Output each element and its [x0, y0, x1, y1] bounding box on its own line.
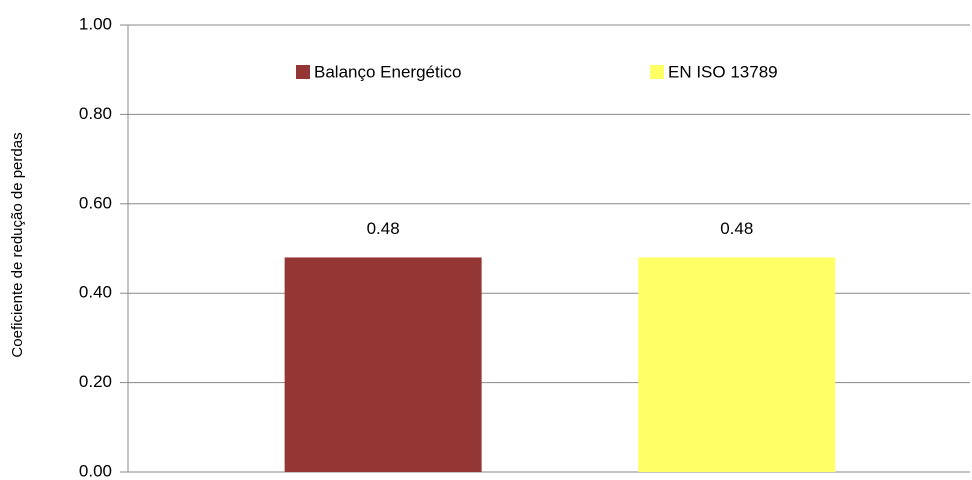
legend-swatch	[650, 65, 664, 79]
data-label: 0.48	[367, 219, 400, 238]
y-axis-label: Coeficiente de redução de perdas	[9, 132, 26, 357]
legend-swatch	[296, 65, 310, 79]
legend-label: EN ISO 13789	[668, 62, 778, 81]
y-tick-label: 0.40	[79, 283, 112, 302]
y-tick-label: 1.00	[79, 14, 112, 33]
data-label: 0.48	[720, 219, 753, 238]
y-tick-label: 0.60	[79, 193, 112, 212]
legend-label: Balanço Energético	[314, 62, 461, 81]
y-tick-label: 0.20	[79, 372, 112, 391]
bar	[638, 257, 836, 472]
bar	[284, 257, 482, 472]
y-tick-label: 0.80	[79, 104, 112, 123]
y-tick-label: 0.00	[79, 461, 112, 480]
